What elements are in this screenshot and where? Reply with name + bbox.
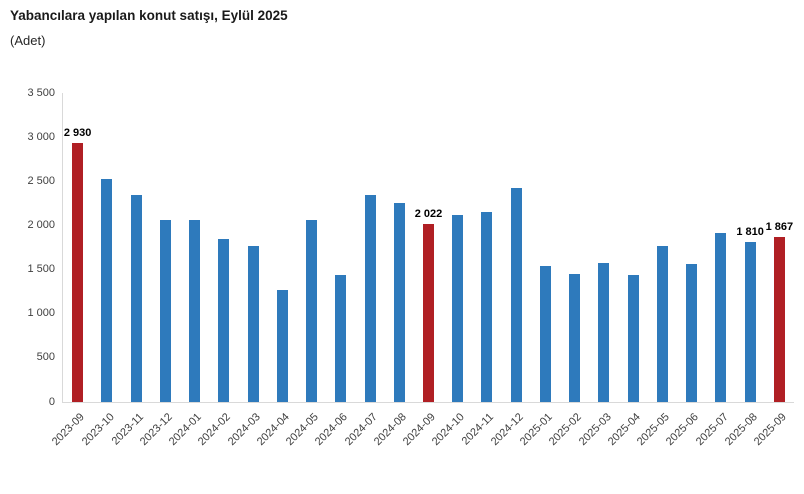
bar-2023-09 bbox=[72, 143, 84, 402]
bar-2023-10 bbox=[101, 178, 113, 402]
bar-2025-01 bbox=[539, 266, 551, 402]
y-tick-label: 3 000 bbox=[27, 130, 55, 143]
bar-2024-08 bbox=[393, 203, 405, 402]
bar-2025-09 bbox=[773, 237, 785, 402]
bar-2023-11 bbox=[130, 195, 142, 402]
bar-2024-09 bbox=[423, 223, 434, 402]
y-tick-label: 1 000 bbox=[27, 307, 55, 320]
bar-2024-12 bbox=[510, 188, 522, 402]
y-tick-label: 3 500 bbox=[27, 86, 55, 99]
bar-2024-06 bbox=[335, 274, 347, 402]
bar-2025-08 bbox=[744, 242, 756, 402]
y-tick-label: 2 000 bbox=[27, 218, 55, 231]
data-label-2024-09: 2 022 bbox=[414, 207, 443, 220]
y-tick-label: 2 500 bbox=[27, 174, 55, 187]
bar-2024-03 bbox=[247, 245, 259, 402]
bar-2024-04 bbox=[276, 289, 288, 402]
bar-2024-05 bbox=[306, 220, 318, 402]
bar-2024-02 bbox=[218, 238, 230, 402]
data-label-2025-09: 1 867 bbox=[765, 221, 794, 234]
y-tick-label: 500 bbox=[36, 351, 55, 364]
data-label-2023-09: 2 930 bbox=[63, 127, 92, 140]
bar-2024-11 bbox=[481, 212, 493, 402]
bar-2024-10 bbox=[452, 214, 464, 402]
y-tick-label: 1 500 bbox=[27, 263, 55, 276]
bar-2023-12 bbox=[159, 220, 171, 402]
bar-2024-01 bbox=[189, 220, 201, 402]
chart-title: Yabancılara yapılan konut satışı, Eylül … bbox=[10, 8, 288, 23]
bar-2025-05 bbox=[656, 245, 668, 402]
bar-2024-07 bbox=[364, 194, 376, 402]
x-axis: 2023-09 2023-10 2023-11 2023-12 2024-01 2024-… bbox=[50, 403, 793, 483]
bar-2025-04 bbox=[627, 274, 639, 402]
bar-2025-02 bbox=[569, 274, 581, 402]
bar-2025-07 bbox=[715, 233, 727, 402]
y-tick-label: 0 bbox=[48, 395, 55, 408]
chart-subtitle: (Adet) bbox=[10, 33, 46, 48]
data-label-2025-08: 1 810 bbox=[736, 226, 764, 239]
bar-2025-06 bbox=[686, 264, 698, 402]
bar-2025-03 bbox=[598, 263, 610, 402]
plot-area: 2 930 2 022 1 810 1 867 bbox=[62, 93, 794, 403]
x-tick-label-2023-09: 2023-09 bbox=[50, 411, 88, 449]
